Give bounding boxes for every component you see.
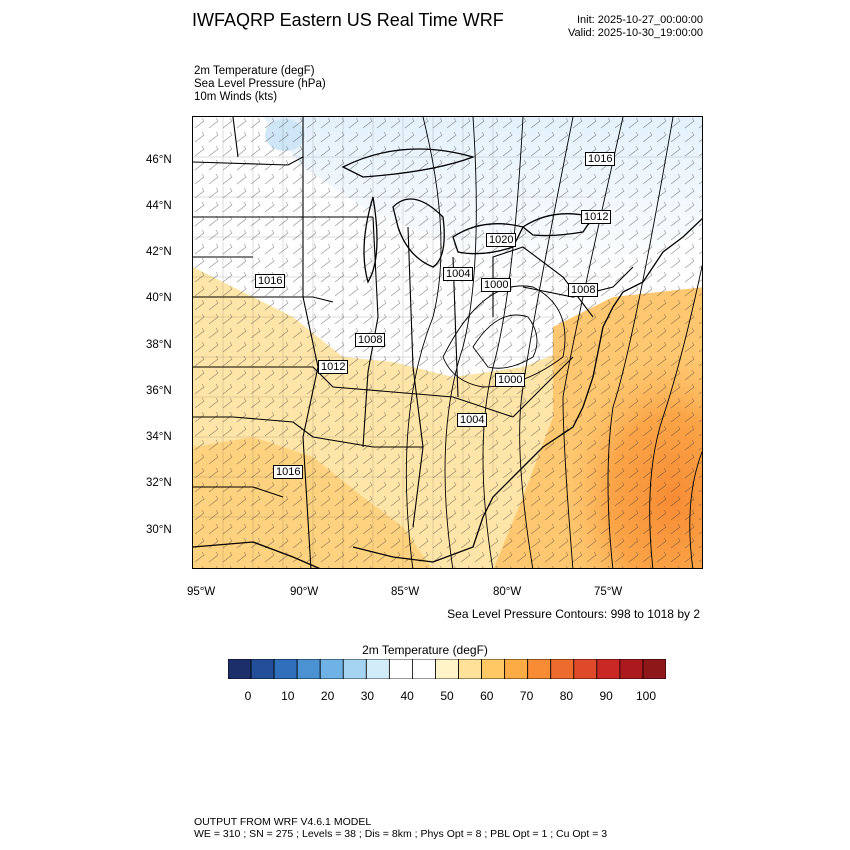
- lat-label: 32°N: [146, 477, 172, 489]
- county-lines: [193, 117, 702, 568]
- colorbar-tick-label: 50: [440, 689, 454, 703]
- lat-label: 38°N: [146, 339, 172, 351]
- lon-label: 75°W: [594, 586, 623, 598]
- lon-label: 90°W: [290, 586, 319, 598]
- colorbar-tick-label: 60: [480, 689, 494, 703]
- pressure-label: 1012: [318, 360, 349, 374]
- field-label-pressure: Sea Level Pressure (hPa): [194, 78, 326, 90]
- colorbar-tick-label: 70: [519, 689, 534, 703]
- contour-note: Sea Level Pressure Contours: 998 to 1018…: [447, 607, 700, 621]
- colorbar-swatch: [550, 659, 575, 679]
- weather-map: 1016 1012 1020 1016 1004 1000 1008 1008 …: [192, 116, 703, 569]
- colorbar-tick-label: 90: [599, 689, 613, 703]
- lon-label: 85°W: [391, 586, 420, 598]
- map-canvas: [193, 117, 702, 568]
- colorbar-swatch: [228, 659, 252, 679]
- colorbar-swatch: [273, 659, 298, 679]
- lat-label: 44°N: [146, 200, 172, 212]
- pressure-label: 1008: [355, 333, 386, 347]
- pressure-label: 1000: [481, 278, 512, 292]
- wind-barbs: [193, 117, 702, 568]
- colorbar-tick-label: 100: [635, 689, 657, 703]
- colorbar-swatch: [619, 659, 644, 679]
- lat-label: 30°N: [146, 524, 172, 536]
- init-time: Init: 2025-10-27_00:00:00: [577, 14, 703, 26]
- pressure-label: 1004: [443, 267, 474, 281]
- pressure-label: 1016: [273, 465, 304, 479]
- colorbar: [228, 659, 666, 679]
- colorbar-swatch: [596, 659, 621, 679]
- colorbar-swatch: [435, 659, 459, 679]
- colorbar-swatch: [642, 659, 666, 679]
- pressure-label: 1020: [486, 233, 517, 247]
- lat-label: 42°N: [146, 246, 172, 258]
- pressure-label: 1004: [457, 413, 488, 427]
- colorbar-tick-label: 10: [281, 689, 295, 703]
- colorbar-swatch: [296, 659, 321, 679]
- lat-label: 40°N: [146, 292, 172, 304]
- colorbar-tick-label: 40: [400, 689, 414, 703]
- pressure-label: 1012: [581, 210, 612, 224]
- colorbar-swatch: [573, 659, 598, 679]
- model-config: WE = 310 ; SN = 275 ; Levels = 38 ; Dis …: [194, 828, 608, 840]
- field-label-temperature: 2m Temperature (degF): [194, 65, 315, 77]
- pressure-label: 1016: [585, 152, 616, 166]
- colorbar-tick-label: 80: [559, 689, 574, 703]
- colorbar-swatch: [388, 659, 413, 679]
- colorbar-tick-label: 0: [244, 689, 252, 703]
- colorbar-swatch: [527, 659, 552, 679]
- colorbar-swatch: [250, 659, 275, 679]
- lat-label: 34°N: [146, 431, 172, 443]
- colorbar-swatch: [365, 659, 390, 679]
- colorbar-tick-label: 20: [320, 689, 335, 703]
- colorbar-swatch: [481, 659, 506, 679]
- colorbar-title: 2m Temperature (degF): [362, 643, 488, 657]
- colorbar-swatch: [342, 659, 367, 679]
- valid-time: Valid: 2025-10-30_19:00:00: [568, 27, 703, 39]
- pressure-contours: [405, 117, 702, 568]
- colorbar-swatch: [319, 659, 344, 679]
- pressure-label: 1016: [255, 274, 286, 288]
- map-title: IWFAQRP Eastern US Real Time WRF: [192, 10, 504, 30]
- pressure-label: 1008: [568, 283, 599, 297]
- colorbar-tick-label: 30: [360, 689, 375, 703]
- lat-label: 36°N: [146, 385, 172, 397]
- lat-label: 46°N: [146, 154, 172, 166]
- model-info: OUTPUT FROM WRF V4.6.1 MODEL: [194, 816, 372, 828]
- colorbar-swatch: [458, 659, 482, 679]
- field-label-winds: 10m Winds (kts): [194, 91, 278, 103]
- lon-label: 80°W: [493, 586, 522, 598]
- colorbar-swatch: [504, 659, 529, 679]
- colorbar-swatch: [412, 659, 436, 679]
- pressure-label: 1000: [495, 373, 526, 387]
- lon-label: 95°W: [187, 586, 216, 598]
- coastline: [193, 148, 702, 568]
